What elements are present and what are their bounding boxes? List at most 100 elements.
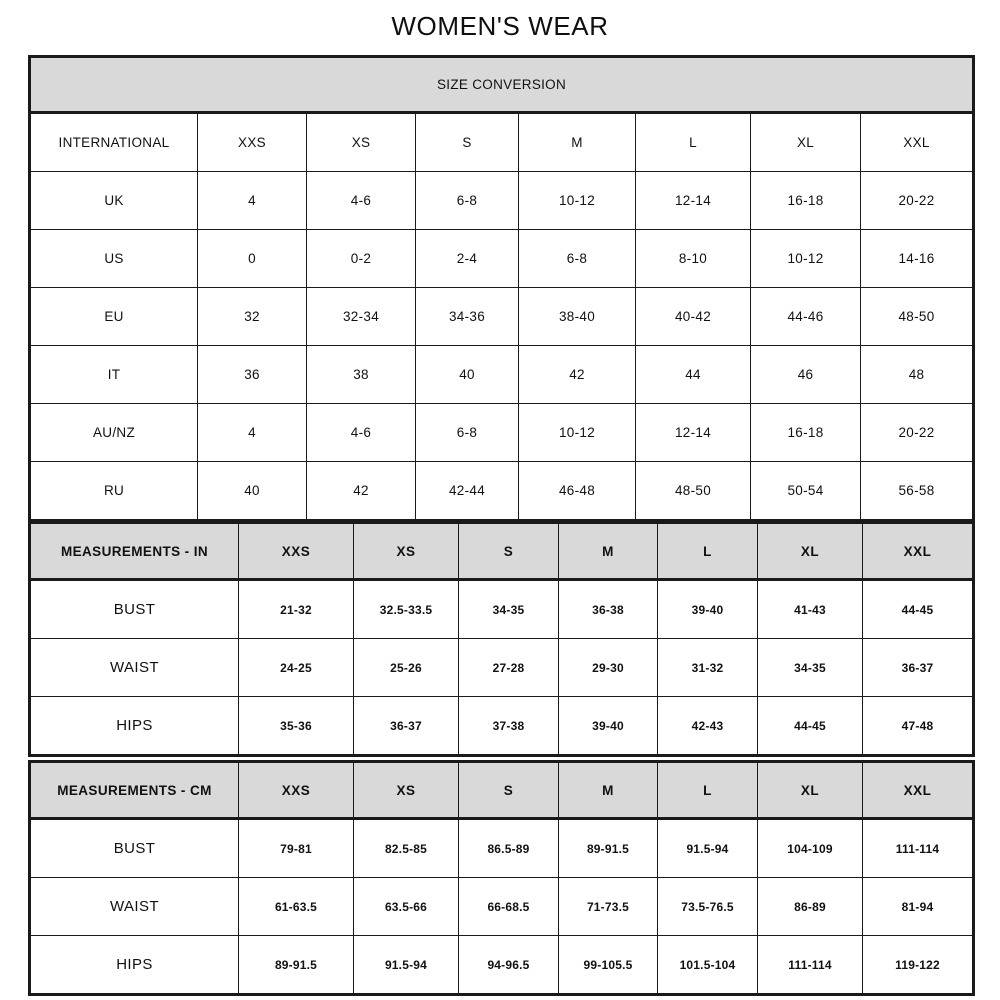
- cell: 89-91.5: [238, 935, 354, 995]
- row-label-aunz: AU/NZ: [29, 403, 198, 462]
- cell: 46: [750, 345, 861, 404]
- row-label-uk: UK: [29, 171, 198, 230]
- row-label-bust: BUST: [29, 818, 239, 878]
- cell: 89-91.5: [558, 818, 658, 878]
- column-header-m: M: [558, 522, 658, 581]
- column-header-xxs: XXS: [238, 761, 354, 820]
- size-conversion-table: SIZE CONVERSION INTERNATIONAL XXS XS S M…: [28, 55, 976, 522]
- column-header-xl: XL: [757, 522, 863, 581]
- cell: 10-12: [750, 229, 861, 288]
- column-header-l: L: [635, 112, 751, 172]
- cell: 16-18: [750, 171, 861, 230]
- column-header-m: M: [518, 112, 636, 172]
- cell: 36-37: [862, 638, 974, 697]
- cell: 37-38: [458, 696, 559, 756]
- column-header-xxl: XXL: [862, 761, 974, 820]
- cell: 94-96.5: [458, 935, 559, 995]
- cell: 40: [197, 461, 307, 521]
- cell: 12-14: [635, 171, 751, 230]
- cell: 46-48: [518, 461, 636, 521]
- cell: 6-8: [415, 171, 519, 230]
- row-label-waist: WAIST: [29, 877, 239, 936]
- table-row: BUST 79-81 82.5-85 86.5-89 89-91.5 91.5-…: [29, 818, 974, 878]
- measurements-inches-table: MEASUREMENTS - IN XXS XS S M L XL XXL BU…: [28, 521, 975, 757]
- column-header-international: INTERNATIONAL: [29, 112, 198, 172]
- page-title: WOMEN'S WEAR: [391, 11, 609, 41]
- row-label-it: IT: [29, 345, 198, 404]
- cell: 34-35: [757, 638, 863, 697]
- cell: 44-45: [757, 696, 863, 756]
- cell: 73.5-76.5: [657, 877, 758, 936]
- cell: 0: [197, 229, 307, 288]
- column-header-s: S: [458, 522, 559, 581]
- table-row: BUST 21-32 32.5-33.5 34-35 36-38 39-40 4…: [29, 579, 974, 639]
- corner-label-measurements-in: MEASUREMENTS - IN: [29, 522, 239, 581]
- column-header-m: M: [558, 761, 658, 820]
- column-header-xl: XL: [757, 761, 863, 820]
- cell: 35-36: [238, 696, 354, 756]
- table-row: HIPS 89-91.5 91.5-94 94-96.5 99-105.5 10…: [29, 935, 974, 995]
- column-header-xs: XS: [353, 522, 459, 581]
- cell: 99-105.5: [558, 935, 658, 995]
- cell: 42: [306, 461, 416, 521]
- cell: 111-114: [757, 935, 863, 995]
- cell: 4-6: [306, 403, 416, 462]
- table-row: UK 4 4-6 6-8 10-12 12-14 16-18 20-22: [29, 171, 975, 230]
- cell: 10-12: [518, 403, 636, 462]
- column-header-s: S: [415, 112, 519, 172]
- cell: 8-10: [635, 229, 751, 288]
- cell: 31-32: [657, 638, 758, 697]
- cell: 39-40: [657, 579, 758, 639]
- cell: 42-44: [415, 461, 519, 521]
- cell: 0-2: [306, 229, 416, 288]
- size-conversion-header-row: INTERNATIONAL XXS XS S M L XL XXL: [29, 112, 975, 172]
- column-header-xxl: XXL: [859, 112, 975, 172]
- cell: 36-37: [353, 696, 459, 756]
- table-row: WAIST 24-25 25-26 27-28 29-30 31-32 34-3…: [29, 638, 974, 697]
- cell: 101.5-104: [657, 935, 758, 995]
- cell: 48-50: [859, 287, 975, 346]
- cell: 34-36: [415, 287, 519, 346]
- row-label-waist: WAIST: [29, 638, 239, 697]
- cell: 91.5-94: [353, 935, 459, 995]
- measurements-centimeters-table: MEASUREMENTS - CM XXS XS S M L XL XXL BU…: [28, 760, 975, 996]
- row-label-hips: HIPS: [29, 696, 239, 756]
- cell: 2-4: [415, 229, 519, 288]
- cell: 4: [197, 171, 307, 230]
- cell: 36-38: [558, 579, 658, 639]
- cell: 86.5-89: [458, 818, 559, 878]
- cell: 39-40: [558, 696, 658, 756]
- table-row: AU/NZ 4 4-6 6-8 10-12 12-14 16-18 20-22: [29, 403, 975, 462]
- row-label-eu: EU: [29, 287, 198, 346]
- size-conversion-banner: SIZE CONVERSION: [28, 56, 975, 114]
- cell: 119-122: [862, 935, 974, 995]
- row-label-bust: BUST: [29, 579, 239, 639]
- cell: 63.5-66: [353, 877, 459, 936]
- measurements-inches-header-row: MEASUREMENTS - IN XXS XS S M L XL XXL: [29, 522, 974, 581]
- cell: 104-109: [757, 818, 863, 878]
- cell: 38: [306, 345, 416, 404]
- row-label-ru: RU: [29, 461, 198, 521]
- cell: 12-14: [635, 403, 751, 462]
- table-row: IT 36 38 40 42 44 46 48: [29, 345, 975, 404]
- cell: 25-26: [353, 638, 459, 697]
- cell: 29-30: [558, 638, 658, 697]
- cell: 40: [415, 345, 519, 404]
- table-row: US 0 0-2 2-4 6-8 8-10 10-12 14-16: [29, 229, 975, 288]
- cell: 71-73.5: [558, 877, 658, 936]
- cell: 40-42: [635, 287, 751, 346]
- cell: 36: [197, 345, 307, 404]
- cell: 20-22: [859, 403, 975, 462]
- column-header-xs: XS: [353, 761, 459, 820]
- cell: 42: [518, 345, 636, 404]
- column-header-xs: XS: [306, 112, 416, 172]
- cell: 44-46: [750, 287, 861, 346]
- cell: 20-22: [859, 171, 975, 230]
- cell: 32-34: [306, 287, 416, 346]
- cell: 38-40: [518, 287, 636, 346]
- row-label-hips: HIPS: [29, 935, 239, 995]
- cell: 48: [859, 345, 975, 404]
- cell: 32: [197, 287, 307, 346]
- column-header-xxs: XXS: [197, 112, 307, 172]
